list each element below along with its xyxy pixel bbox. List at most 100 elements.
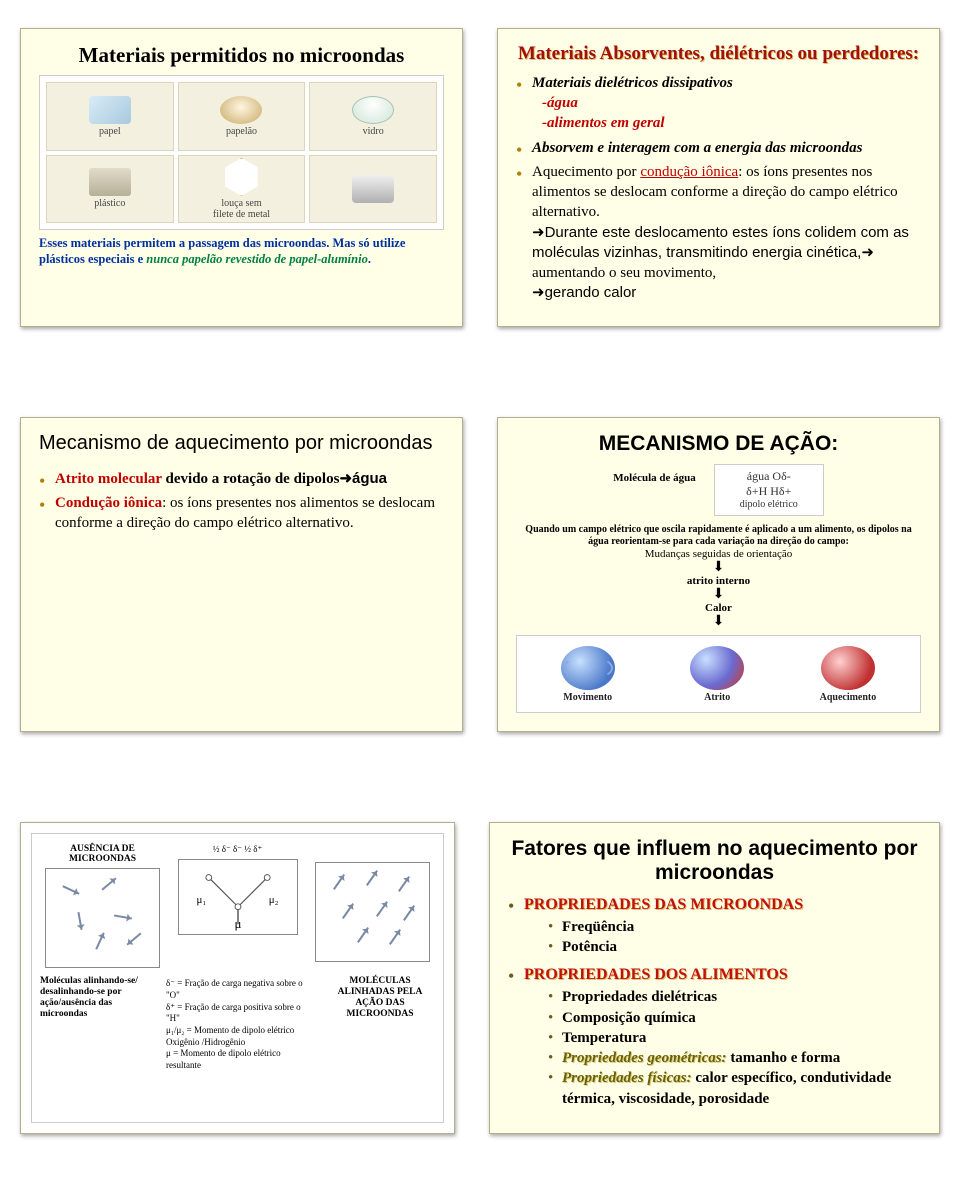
dipole-label: Molécula de água bbox=[613, 464, 696, 484]
row-1: Materiais permitidos no microondas papel… bbox=[20, 28, 940, 327]
bullet-item: Materiais dielétricos dissipativos -água… bbox=[516, 73, 921, 134]
sub-bullet-item: Propriedades físicas: calor específico, … bbox=[548, 1068, 921, 1109]
material-label: vidro bbox=[363, 126, 384, 137]
bullet-item: PROPRIEDADES DAS MICROONDAS Freqüência P… bbox=[508, 894, 921, 958]
material-cell-louca: louça sem filete de metal bbox=[178, 155, 306, 224]
orb-icon bbox=[821, 646, 875, 690]
material-label: louça sem filete de metal bbox=[213, 198, 270, 220]
panel-center: ½ δ⁻ δ⁻ ½ δ⁺ μ₁ μ₂ bbox=[175, 844, 300, 968]
slide-title: Mecanismo de aquecimento por microondas bbox=[39, 432, 444, 455]
orb-icon bbox=[690, 646, 744, 690]
legend-line: δ⁺ = Fração de carga positiva sobre o "H… bbox=[166, 1002, 309, 1025]
sub-bullet-item: Propriedades geométricas: tamanho e form… bbox=[548, 1048, 921, 1068]
bullet-text: Aquecimento por bbox=[532, 164, 640, 180]
materials-grid: papel papelão vidro plástico louça sem f… bbox=[39, 75, 444, 230]
slide-materiais-permitidos: Materiais permitidos no microondas papel… bbox=[20, 28, 463, 327]
dipole-line: água Oδ- bbox=[747, 469, 791, 484]
caption-text: e bbox=[138, 252, 144, 266]
material-cell-papel: papel bbox=[46, 82, 174, 151]
section-heading: PROPRIEDADES DAS MICROONDAS bbox=[524, 896, 803, 913]
sub-bullet-item: Temperatura bbox=[548, 1028, 921, 1048]
bullet-text: ➜gerando calor bbox=[532, 284, 636, 301]
sub-text: tamanho e forma bbox=[727, 1050, 841, 1066]
row-3: AUSÊNCIA DE MICROONDAS ½ δ⁻ δ⁻ ½ δ⁺ bbox=[20, 822, 940, 1133]
caption-text: plásticos especiais bbox=[39, 252, 134, 266]
mech-paragraph: Quando um campo elétrico que oscila rapi… bbox=[516, 524, 921, 548]
sub-bullet-item: Composição química bbox=[548, 1008, 921, 1028]
caption-text: nunca papelão revestido de papel-alumíni… bbox=[146, 252, 368, 266]
left-caption: Moléculas alinhando-se/ desalinhando-se … bbox=[40, 976, 150, 1074]
mech-item-movimento: Movimento bbox=[561, 646, 615, 703]
mech-caption: Movimento bbox=[563, 692, 612, 703]
material-cell-vidro: vidro bbox=[309, 82, 437, 151]
right-caption: MOLÉCULAS ALINHADAS PELA AÇÃO DAS MICROO… bbox=[325, 976, 435, 1074]
caption-text: . bbox=[368, 252, 371, 266]
slide-fatores-aquecimento: Fatores que influem no aquecimento por m… bbox=[489, 822, 940, 1133]
legend-line: μ₁/μ₂ = Momento de dipolo elétrico Oxigê… bbox=[166, 1025, 309, 1048]
caption-text: Esses materiais permitem a passagem das … bbox=[39, 236, 329, 250]
sub-bullet-item: Potência bbox=[548, 937, 921, 957]
slide-title: Materiais permitidos no microondas bbox=[39, 43, 444, 67]
material-label: papelão bbox=[226, 126, 257, 137]
dipole-alignment-figure: AUSÊNCIA DE MICROONDAS ½ δ⁻ δ⁻ ½ δ⁺ bbox=[31, 833, 444, 1122]
dipole-line: dipolo elétrico bbox=[740, 499, 798, 510]
panel-alinhadas bbox=[310, 844, 435, 968]
sub-text: -água bbox=[542, 93, 921, 113]
material-cell-papelao: papelão bbox=[178, 82, 306, 151]
page: Materiais permitidos no microondas papel… bbox=[0, 0, 960, 1194]
material-cell-empty bbox=[309, 155, 437, 224]
material-label: plástico bbox=[94, 198, 125, 209]
sub-text: Potência bbox=[562, 939, 617, 955]
bullet-text: ➜água bbox=[339, 470, 387, 487]
bullet-text: Atrito molecular bbox=[55, 471, 162, 487]
sub-text: Freqüência bbox=[562, 919, 634, 935]
material-shape-papelao bbox=[220, 96, 262, 124]
arrow-down-icon: ⬇ bbox=[516, 561, 921, 575]
bullet-list: Atrito molecular devido a rotação de dip… bbox=[39, 469, 444, 534]
slide1-caption: Esses materiais permitem a passagem das … bbox=[39, 236, 444, 267]
bullet-text: condução iônica bbox=[640, 164, 738, 180]
top-labels: ½ δ⁻ δ⁻ ½ δ⁺ bbox=[213, 844, 262, 854]
bullet-item: PROPRIEDADES DOS ALIMENTOS Propriedades … bbox=[508, 964, 921, 1109]
bullet-list: PROPRIEDADES DAS MICROONDAS Freqüência P… bbox=[508, 894, 921, 1109]
bullet-text: devido a rotação de dipolos bbox=[162, 471, 340, 487]
arrow-down-icon: ⬇ bbox=[516, 588, 921, 602]
material-shape-louca bbox=[222, 158, 260, 196]
slide-mecanismo-aquecimento: Mecanismo de aquecimento por microondas … bbox=[20, 417, 463, 733]
material-cell-plastico: plástico bbox=[46, 155, 174, 224]
row-2: Mecanismo de aquecimento por microondas … bbox=[20, 417, 940, 733]
center-mu-box: μ₁ μ₂ μ bbox=[178, 859, 298, 935]
mech-item-atrito: Atrito bbox=[690, 646, 744, 703]
material-shape-metal bbox=[352, 175, 394, 203]
mechanism-strip: Movimento Atrito Aquecimento bbox=[516, 635, 921, 713]
mech-caption: Atrito bbox=[704, 692, 730, 703]
dipfig-top-row: AUSÊNCIA DE MICROONDAS ½ δ⁻ δ⁻ ½ δ⁺ bbox=[40, 844, 435, 968]
sub-text: -alimentos em geral bbox=[542, 113, 921, 133]
mu-label: μ₂ bbox=[269, 894, 279, 906]
random-dipole-box bbox=[45, 868, 160, 968]
sub-bullet-item: Propriedades dielétricas bbox=[548, 987, 921, 1007]
sub-text: Propriedades dielétricas bbox=[562, 989, 717, 1005]
sub-text: Composição química bbox=[562, 1010, 696, 1026]
mech-paragraph: Mudanças seguidas de orientação bbox=[516, 548, 921, 561]
dipole-figure: água Oδ- δ+H Hδ+ dipolo elétrico bbox=[714, 464, 824, 516]
material-shape-papel bbox=[89, 96, 131, 124]
material-label: papel bbox=[99, 126, 121, 137]
caption-text: Mas só utilize bbox=[333, 236, 406, 250]
dipole-line: δ+H Hδ+ bbox=[746, 484, 791, 499]
slide-title: Materiais Absorventes, diélétricos ou pe… bbox=[516, 43, 921, 65]
section-heading: PROPRIEDADES DOS ALIMENTOS bbox=[524, 966, 788, 983]
slide-title: MECANISMO DE AÇÃO: bbox=[516, 432, 921, 456]
legend-block: δ⁻ = Fração de carga negativa sobre o "O… bbox=[160, 976, 315, 1074]
slide-title: Fatores que influem no aquecimento por m… bbox=[508, 837, 921, 885]
material-shape-plastico bbox=[89, 168, 131, 196]
slide-dipole-alignment-figure: AUSÊNCIA DE MICROONDAS ½ δ⁻ δ⁻ ½ δ⁺ bbox=[20, 822, 455, 1133]
sub-text: Temperatura bbox=[562, 1030, 646, 1046]
slide-mecanismo-acao: MECANISMO DE AÇÃO: Molécula de água água… bbox=[497, 417, 940, 733]
sub-text: Propriedades geométricas: bbox=[562, 1050, 727, 1066]
mech-item-aquecimento: Aquecimento bbox=[820, 646, 877, 703]
material-shape-vidro bbox=[352, 96, 394, 124]
aligned-dipole-box bbox=[315, 862, 430, 962]
mu-label: μ bbox=[235, 916, 242, 932]
bullet-text: ➜Durante este deslocamento estes íons co… bbox=[532, 224, 909, 261]
